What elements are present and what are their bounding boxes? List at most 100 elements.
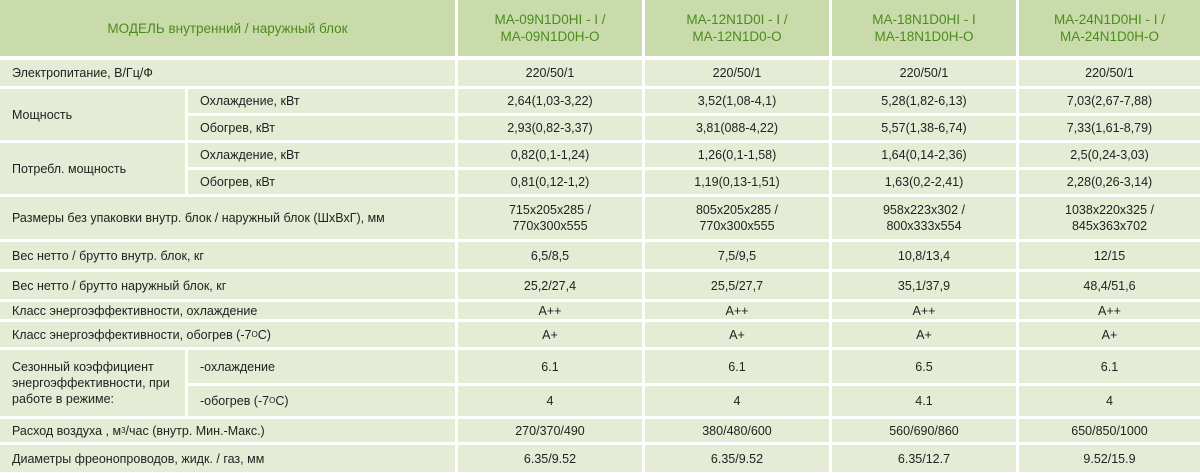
table-cell: 6.1	[458, 350, 642, 383]
row-label-consumption-heating: Обогрев, кВт	[188, 170, 455, 194]
row-label-pipes: Диаметры фреонопроводов, жидк. / газ, мм	[0, 445, 455, 472]
row-label-energy-class-heating: Класс энергоэффективности, обогрев (-7 O C…	[0, 322, 455, 347]
table-cell: 4.1	[832, 386, 1016, 416]
row-label-airflow: Расход воздуха , м 3/час (внутр. Мин.-Мак…	[0, 419, 455, 442]
table-cell: 958x223x302 / 800x333x554	[832, 197, 1016, 239]
row-label-capacity-heating: Обогрев, кВт	[188, 116, 455, 140]
header-model-label-text: МОДЕЛЬ внутренний / наружный блок	[107, 20, 348, 36]
header-model-4-indoor: MA-24N1D0HI - I /	[1053, 12, 1166, 27]
table-cell: 220/50/1	[458, 60, 642, 86]
table-cell: 3,52(1,08-4,1)	[645, 89, 829, 113]
table-cell: 7,33(1,61-8,79)	[1019, 116, 1200, 140]
dimensions-indoor: 805x205x285 /	[695, 203, 778, 217]
table-cell: 6.35/12.7	[832, 445, 1016, 472]
table-cell: 650/850/1000	[1019, 419, 1200, 442]
table-cell: 6.1	[1019, 350, 1200, 383]
seasonal-heating-end: C)	[275, 394, 289, 408]
table-cell: 1,64(0,14-2,36)	[832, 143, 1016, 167]
dimensions-indoor: 958x223x302 /	[882, 203, 965, 217]
row-label-energy-class-cooling: Класс энергоэффективности, охлаждение	[0, 302, 455, 319]
table-cell: 10,8/13,4	[832, 242, 1016, 269]
header-model-3: MA-18N1D0HI - I MA-18N1D0H-O	[832, 0, 1016, 56]
row-label-seasonal: Сезонный коэффициент энергоэффективности…	[0, 350, 185, 416]
table-cell: A++	[832, 302, 1016, 319]
table-cell: 805x205x285 / 770x300x555	[645, 197, 829, 239]
table-cell: 1,26(0,1-1,58)	[645, 143, 829, 167]
table-cell: 5,57(1,38-6,74)	[832, 116, 1016, 140]
energy-class-heating-text: Класс энергоэффективности, обогрев (-7	[12, 327, 252, 342]
table-cell: A+	[832, 322, 1016, 347]
table-cell: 270/370/490	[458, 419, 642, 442]
table-cell: 12/15	[1019, 242, 1200, 269]
header-model-2-outdoor: MA-12N1D0-O	[692, 29, 782, 44]
table-cell: 0,81(0,12-1,2)	[458, 170, 642, 194]
table-cell: 1,19(0,13-1,51)	[645, 170, 829, 194]
header-model-label: МОДЕЛЬ внутренний / наружный блок	[0, 0, 455, 56]
table-cell: A++	[645, 302, 829, 319]
header-model-4-outdoor: MA-24N1D0H-O	[1059, 29, 1160, 44]
table-cell: 6.1	[645, 350, 829, 383]
table-cell: 4	[458, 386, 642, 416]
table-cell: 9.52/15.9	[1019, 445, 1200, 472]
table-cell: 4	[645, 386, 829, 416]
dimensions-outdoor: 845x363x702	[1071, 219, 1148, 233]
row-label-weight-indoor: Вес нетто / брутто внутр. блок, кг	[0, 242, 455, 269]
table-cell: 1,63(0,2-2,41)	[832, 170, 1016, 194]
dimensions-outdoor: 770x300x555	[699, 219, 775, 233]
table-cell: 6.35/9.52	[458, 445, 642, 472]
header-model-3-indoor: MA-18N1D0HI - I	[872, 12, 976, 27]
dimensions-outdoor: 800x333x554	[886, 219, 962, 233]
table-cell: A++	[458, 302, 642, 319]
airflow-end: /час (внутр. Мин.-Макс.)	[125, 423, 265, 438]
header-model-4: MA-24N1D0HI - I / MA-24N1D0H-O	[1019, 0, 1200, 56]
table-cell: 0,82(0,1-1,24)	[458, 143, 642, 167]
table-cell: 2,93(0,82-3,37)	[458, 116, 642, 140]
row-label-seasonal-heating: -обогрев (-7 O C)	[188, 386, 455, 416]
header-model-3-outdoor: MA-18N1D0H-O	[874, 29, 974, 44]
header-model-1-indoor: MA-09N1D0HI - I /	[494, 12, 606, 27]
dimensions-indoor: 1038x220x325 /	[1065, 203, 1154, 217]
header-model-1-outdoor: MA-09N1D0H-O	[500, 29, 600, 44]
table-cell: 220/50/1	[832, 60, 1016, 86]
energy-class-heating-end: C)	[257, 327, 271, 342]
table-cell: 6,5/8,5	[458, 242, 642, 269]
table-cell: 7,5/9,5	[645, 242, 829, 269]
row-label-capacity-cooling: Охлаждение, кВт	[188, 89, 455, 113]
row-label-consumption: Потребл. мощность	[0, 143, 185, 194]
table-cell: 25,5/27,7	[645, 272, 829, 299]
table-cell: 4	[1019, 386, 1200, 416]
table-cell: 3,81(088-4,22)	[645, 116, 829, 140]
table-cell: A+	[1019, 322, 1200, 347]
table-cell: 6.5	[832, 350, 1016, 383]
dimensions-indoor: 715x205x285 /	[508, 203, 591, 217]
seasonal-label-line-3: работе в режиме:	[12, 392, 114, 406]
table-cell: 6.35/9.52	[645, 445, 829, 472]
table-cell: A+	[458, 322, 642, 347]
table-cell: 560/690/860	[832, 419, 1016, 442]
table-cell: 48,4/51,6	[1019, 272, 1200, 299]
table-cell: 220/50/1	[645, 60, 829, 86]
header-model-2: MA-12N1D0I - I / MA-12N1D0-O	[645, 0, 829, 56]
row-label-weight-outdoor: Вес нетто / брутто наружный блок, кг	[0, 272, 455, 299]
table-cell: A+	[645, 322, 829, 347]
table-cell: 25,2/27,4	[458, 272, 642, 299]
table-cell: 2,28(0,26-3,14)	[1019, 170, 1200, 194]
table-cell: A++	[1019, 302, 1200, 319]
table-cell: 220/50/1	[1019, 60, 1200, 86]
table-cell: 380/480/600	[645, 419, 829, 442]
table-cell: 2,64(1,03-3,22)	[458, 89, 642, 113]
row-label-dimensions: Размеры без упаковки внутр. блок / наруж…	[0, 197, 455, 239]
row-label-capacity: Мощность	[0, 89, 185, 140]
row-label-power-supply: Электропитание, В/Гц/Ф	[0, 60, 455, 86]
airflow-text: Расход воздуха , м	[12, 423, 122, 438]
table-cell: 35,1/37,9	[832, 272, 1016, 299]
seasonal-heating-text: -обогрев (-7	[200, 394, 270, 408]
seasonal-label-line-1: Сезонный коэффициент	[12, 360, 154, 374]
dimensions-outdoor: 770x300x555	[512, 219, 588, 233]
table-cell: 1038x220x325 / 845x363x702	[1019, 197, 1200, 239]
header-model-2-indoor: MA-12N1D0I - I /	[686, 12, 788, 27]
header-model-1: MA-09N1D0HI - I / MA-09N1D0H-O	[458, 0, 642, 56]
table-cell: 7,03(2,67-7,88)	[1019, 89, 1200, 113]
seasonal-label-line-2: энергоэффективности, при	[12, 376, 170, 390]
row-label-seasonal-cooling: -охлаждение	[188, 350, 455, 383]
